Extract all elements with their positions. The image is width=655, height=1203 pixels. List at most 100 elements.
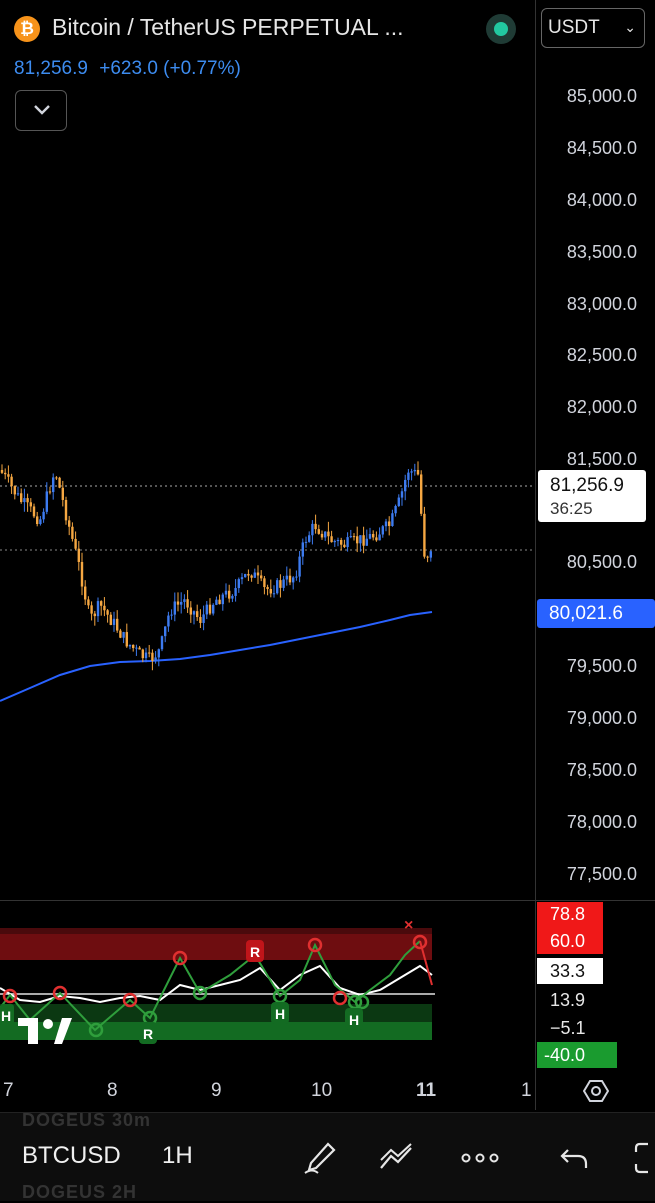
candle-body [119,630,122,638]
market-status-icon[interactable] [486,14,516,44]
candle-body [314,523,317,530]
candle-body [164,626,167,637]
candle-body [208,604,212,614]
candlestick-series [0,461,432,671]
candle-body [356,536,359,544]
currency-select[interactable]: USDT ⌄ [541,8,645,48]
price-tick: 77,500.0 [566,864,637,884]
candle-body [0,470,4,473]
symbol-title[interactable]: Bitcoin / TetherUS PERPETUAL ... [52,14,404,40]
compare-icon[interactable] [378,1140,414,1176]
candle-body [263,578,266,588]
candle-body [100,601,103,606]
candle-body [340,539,343,545]
watchlist-ghost-row: DOGEUS 2H [22,1182,138,1202]
time-tick: 8 [107,1080,118,1101]
price-tick: 83,000.0 [566,294,637,314]
candle-body [426,556,429,558]
currency-value: USDT [548,17,600,38]
candle-body [295,576,298,578]
candle-body [282,579,285,588]
candle-body [336,539,340,542]
time-tick: 7 [3,1080,14,1101]
candle-body [375,537,378,541]
candle-body [26,498,29,503]
candle-body [183,599,186,602]
candle-body [269,589,272,594]
last-price: 81,256.9 [14,58,88,79]
candle-body [320,533,324,538]
candle-body [237,579,240,589]
candle-body [141,649,144,659]
symbol-button[interactable]: BTCUSD [22,1142,121,1169]
draw-icon[interactable] [302,1140,338,1176]
candle-body [250,575,253,578]
oscillator-tag-zero: −5.1 [550,1018,586,1038]
candle-body [52,477,55,493]
collapse-legend-button[interactable] [15,90,67,131]
candle-body [228,590,231,599]
price-tick: 84,000.0 [566,190,637,210]
candle-body [192,611,196,615]
candle-body [362,535,365,546]
candle-body [397,497,400,507]
candle-body [74,538,77,549]
candle-body [77,548,80,562]
candle-body [221,594,224,605]
candle-body [260,575,263,579]
candle-body [416,469,420,475]
candle-body [103,605,106,611]
candle-body [189,607,192,615]
candle-body [308,535,311,542]
candle-body [96,601,100,617]
oversold-zone-outer [0,1004,432,1022]
price-tick: 83,500.0 [566,242,637,262]
candle-body [7,474,10,477]
candle-body [333,541,336,543]
candle-body [388,521,391,526]
chart-settings-icon[interactable] [583,1078,609,1104]
candle-body [160,636,164,650]
undo-icon[interactable] [558,1140,592,1176]
moving-average-line [0,611,433,702]
candle-body [42,511,45,520]
candle-body [327,531,330,537]
more-icon[interactable] [460,1140,500,1176]
candle-body [266,587,269,590]
price-chart[interactable]: R R H H H × [0,0,535,1110]
candle-body [413,469,416,472]
candle-body [330,536,333,543]
candle-body [384,521,388,527]
price-tick: 85,000.0 [566,86,637,106]
bar-countdown: 36:25 [550,499,593,518]
candle-body [58,477,61,488]
candle-body [423,513,426,557]
candle-body [234,588,237,596]
pane-separator[interactable] [0,900,655,901]
candle-body [170,614,173,616]
candle-body [199,617,202,623]
oversold-zone [0,1022,432,1040]
candle-body [93,613,96,617]
price-tick: 78,500.0 [566,760,637,780]
candle-body [68,520,71,527]
candle-body [372,534,375,538]
time-tick: 1 [521,1080,532,1101]
candle-body [125,632,128,647]
last-price-tag-value: 81,256.9 [550,475,624,496]
candle-body [420,474,423,514]
candle-body [410,471,413,473]
candle-body [343,544,346,548]
interval-button[interactable]: 1H [162,1142,193,1169]
candle-body [352,536,356,538]
candle-body [317,529,320,534]
candle-body [240,577,244,580]
fullscreen-icon[interactable] [630,1140,655,1176]
candle-body [61,487,64,500]
candle-body [407,472,410,480]
candle-body [215,599,218,605]
candle-body [138,647,141,650]
svg-text:H: H [349,1012,359,1028]
candle-body [176,601,180,605]
candle-body [276,580,279,594]
